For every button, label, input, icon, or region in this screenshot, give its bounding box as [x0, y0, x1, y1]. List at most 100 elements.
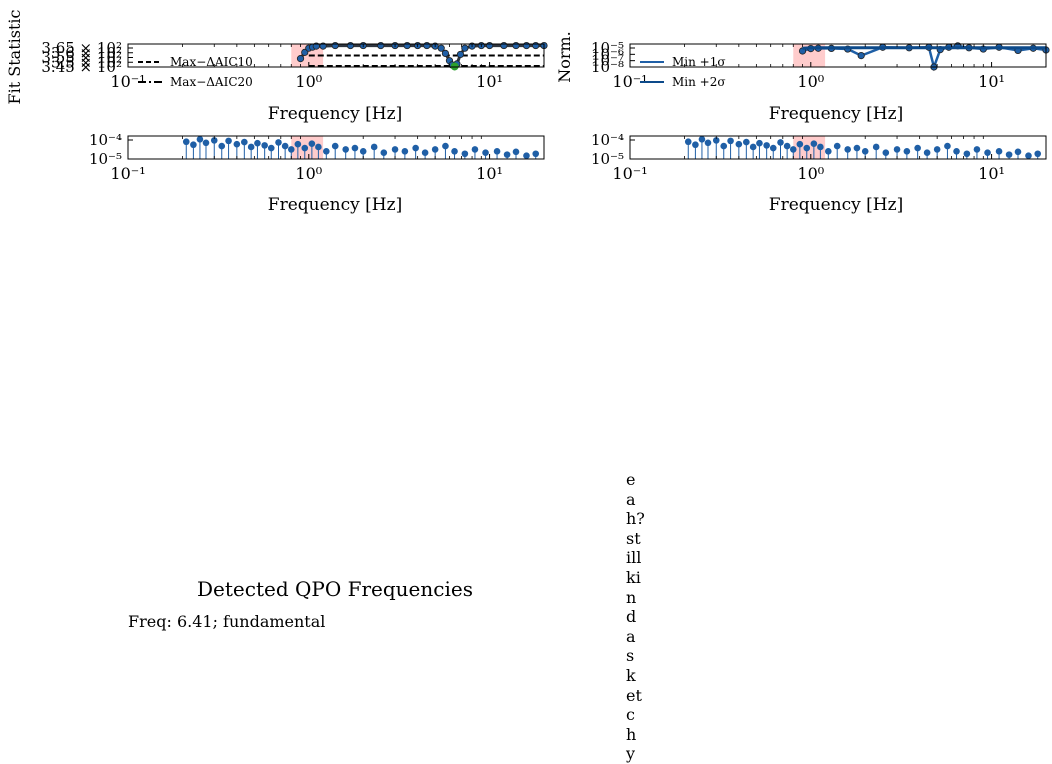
bottom-left-point — [523, 152, 530, 159]
bottom-right-point — [996, 148, 1003, 155]
top-right-xlabel: Frequency [Hz] — [769, 104, 903, 124]
vertical-side-note: eah? still kinda sketchy — [626, 470, 642, 764]
top-right-legend-label: Min +1σ — [672, 55, 726, 69]
bottom-left-point — [451, 148, 458, 155]
bottom-left-point — [248, 144, 255, 151]
bottom-left-point — [482, 149, 489, 156]
bottom-left-point — [422, 149, 429, 156]
bottom-right-point — [944, 143, 951, 150]
top-left-legend-label: Max−ΔAIC10 — [170, 55, 253, 69]
bottom-left-point — [301, 145, 308, 152]
bottom-left-point — [402, 148, 409, 155]
bottom-right-point — [873, 144, 880, 151]
bottom-right-point — [964, 150, 971, 157]
bottom-left-point — [288, 146, 295, 153]
bottom-right-point — [720, 143, 727, 150]
bottom-left-point — [282, 143, 289, 150]
top-left-point — [378, 42, 384, 48]
bottom-right-point — [803, 145, 810, 152]
top-left-point — [457, 51, 463, 57]
bottom-right-point — [763, 142, 770, 149]
bottom-left-point — [241, 139, 248, 146]
bottom-right-ytick-label: 10⁻⁵ — [591, 150, 624, 168]
top-left-point — [424, 42, 430, 48]
bottom-left-point — [332, 143, 339, 150]
bottom-right-point — [797, 141, 804, 148]
bottom-left-point — [513, 149, 520, 156]
bottom-right-ytick-label: 10⁻⁴ — [591, 131, 624, 149]
top-right-point — [858, 52, 864, 58]
top-left-ytick-label: 3.45 × 10² — [41, 58, 122, 76]
bottom-left-point — [412, 145, 419, 152]
top-left-ylabel: Fit Statistic — [5, 10, 24, 105]
top-left-point — [442, 50, 448, 56]
bottom-right-point — [825, 148, 832, 155]
top-left-highlight-point — [451, 62, 459, 70]
top-left-point — [523, 42, 529, 48]
detected-qpo-title: Detected QPO Frequencies — [197, 577, 473, 601]
bottom-right-point — [974, 146, 981, 153]
top-right-ylabel: Norm. — [555, 31, 574, 83]
figure-canvas: Fit Statistic Frequency [Hz] Norm. Frequ… — [0, 0, 1052, 639]
bottom-right-point — [817, 144, 824, 151]
bottom-left-point — [225, 138, 232, 145]
bottom-left-point — [309, 140, 316, 147]
bottom-left-point — [352, 145, 359, 152]
bottom-right-point — [685, 138, 692, 145]
bottom-left-point — [472, 146, 479, 153]
bottom-left-point — [442, 143, 449, 150]
bottom-right-xlabel: Frequency [Hz] — [769, 195, 903, 215]
bottom-right-point — [894, 146, 901, 153]
bottom-left-point — [392, 146, 399, 153]
top-left-xlabel: Frequency [Hz] — [268, 104, 402, 124]
bottom-left-xtick-label: 10¹ — [476, 164, 503, 183]
top-right-xtick-label: 10¹ — [978, 72, 1005, 91]
top-right-xtick-label: 10⁰ — [797, 72, 824, 91]
bottom-right-point — [699, 136, 706, 143]
bottom-left-point — [381, 149, 388, 156]
bottom-left-point — [275, 139, 282, 146]
bottom-left-point — [261, 142, 268, 149]
bottom-left-point — [532, 150, 539, 157]
bottom-left-point — [315, 144, 322, 151]
bottom-right-point — [705, 139, 712, 146]
top-right-legend-label: Min +2σ — [672, 75, 726, 89]
bottom-left-point — [190, 141, 197, 148]
top-left-point — [404, 42, 410, 48]
bottom-right-point — [924, 149, 931, 156]
bottom-left-point — [295, 141, 302, 148]
bottom-right-xtick-label: 10¹ — [978, 164, 1005, 183]
bottom-right-point — [844, 146, 851, 153]
bottom-right-point — [790, 146, 797, 153]
bottom-left-point — [268, 145, 275, 152]
top-left-xtick-label: 10⁰ — [295, 72, 322, 91]
bottom-right-point — [1006, 151, 1013, 158]
bottom-left-point — [234, 141, 241, 148]
bottom-right-point — [914, 145, 921, 152]
bottom-right-point — [743, 139, 750, 146]
bottom-right-point — [984, 149, 991, 156]
bottom-right-point — [811, 140, 818, 147]
bottom-left-point — [183, 138, 190, 145]
top-left-legend-label: Max−ΔAIC20 — [170, 75, 253, 89]
bottom-right-point — [854, 145, 861, 152]
bottom-left-point — [504, 151, 511, 158]
bottom-left-ytick-label: 10⁻⁴ — [89, 131, 122, 149]
bottom-right-point — [750, 144, 757, 151]
top-left-point — [501, 42, 507, 48]
top-left-point — [462, 45, 468, 51]
bottom-left-xtick-label: 10⁰ — [295, 164, 322, 183]
bottom-right-point — [736, 141, 743, 148]
bottom-right-point — [777, 139, 784, 146]
bottom-right-point — [770, 145, 777, 152]
top-left-point — [513, 42, 519, 48]
bottom-right-point — [883, 149, 890, 156]
bottom-left-point — [462, 150, 469, 157]
bottom-right-point — [934, 146, 941, 153]
bottom-left-point — [254, 140, 261, 147]
bottom-right-point — [727, 138, 734, 145]
bottom-left-xlabel: Frequency [Hz] — [268, 195, 402, 215]
bottom-right-point — [692, 141, 699, 148]
bottom-left-ytick-label: 10⁻⁵ — [89, 150, 122, 168]
detected-qpo-entry: Freq: 6.41; fundamental — [128, 612, 325, 631]
